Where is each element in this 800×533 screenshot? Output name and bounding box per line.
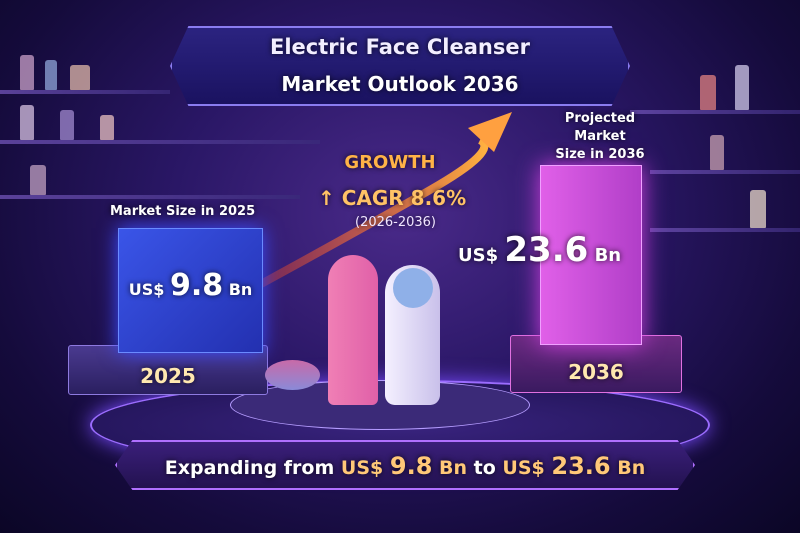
shelf xyxy=(0,90,170,94)
cagr-text: CAGR 8.6% xyxy=(341,186,467,210)
value: 23.6 xyxy=(504,230,589,270)
shelf xyxy=(630,110,800,114)
title-line-1: Electric Face Cleanser xyxy=(270,35,530,59)
year-2036: 2036 xyxy=(568,360,624,384)
brush-head-icon xyxy=(393,268,433,308)
bar-2036 xyxy=(540,165,642,345)
bottle xyxy=(735,65,749,110)
growth-label: GROWTH xyxy=(344,152,436,173)
market-2036-value: US$ 23.6 Bn xyxy=(458,230,621,270)
bottle xyxy=(60,110,74,140)
bottle xyxy=(100,115,114,140)
bottle xyxy=(750,190,766,228)
to-unit: Bn xyxy=(617,457,646,479)
shelf xyxy=(0,140,320,144)
to-value: 23.6 xyxy=(551,452,611,480)
summary-banner xyxy=(115,440,695,490)
from-unit: Bn xyxy=(439,457,468,479)
cagr-value: ↑ CAGR 8.6% xyxy=(318,186,466,210)
bottle xyxy=(710,135,724,170)
market-2036-label: Projected Market Size in 2036 xyxy=(540,110,660,164)
title-banner xyxy=(170,26,630,106)
bottle xyxy=(700,75,716,110)
pink-cleansing-brush-icon xyxy=(328,255,378,405)
label-line-2: Size in 2036 xyxy=(555,147,645,162)
shelf xyxy=(650,228,800,232)
bottle xyxy=(20,105,34,140)
currency: US$ xyxy=(128,280,165,299)
unit: Bn xyxy=(594,245,622,266)
label-line-1: Projected Market xyxy=(564,111,636,144)
product-pedestal xyxy=(230,380,530,430)
summary-connector: to xyxy=(473,457,496,479)
summary-text: Expanding from US$ 9.8 Bn to US$ 23.6 Bn xyxy=(115,452,695,480)
to-currency: US$ xyxy=(502,457,545,479)
value: 9.8 xyxy=(169,268,224,303)
bottle xyxy=(20,55,34,90)
market-2025-value: US$ 9.8 Bn xyxy=(118,268,263,303)
up-arrow-icon: ↑ xyxy=(318,186,335,210)
unit: Bn xyxy=(228,280,253,299)
title-line-2: Market Outlook 2036 xyxy=(281,72,519,96)
from-value: 9.8 xyxy=(389,452,433,480)
shelf xyxy=(0,195,300,199)
from-currency: US$ xyxy=(340,457,384,479)
bottle xyxy=(45,60,57,90)
currency: US$ xyxy=(458,245,499,266)
bottle xyxy=(30,165,46,195)
bottle xyxy=(70,65,90,90)
market-2025-label: Market Size in 2025 xyxy=(110,204,256,219)
bar-2025 xyxy=(118,228,263,353)
cleansing-pad-icon xyxy=(265,360,320,390)
summary-prefix: Expanding from xyxy=(164,457,335,479)
base-2025 xyxy=(68,345,268,395)
shelf xyxy=(650,170,800,174)
cagr-period: (2026-2036) xyxy=(355,215,437,230)
year-2025: 2025 xyxy=(140,364,196,388)
